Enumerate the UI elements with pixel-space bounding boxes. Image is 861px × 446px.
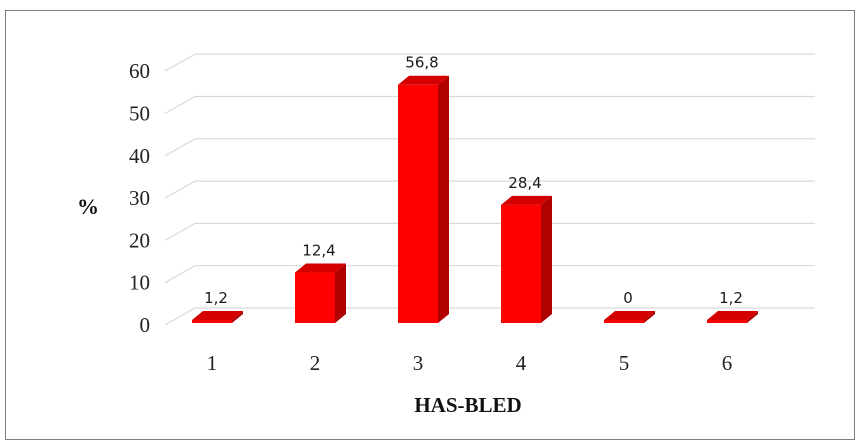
y-tick-label: 60 xyxy=(129,59,150,83)
bar-side xyxy=(232,311,243,323)
bar-top xyxy=(604,311,655,320)
bar xyxy=(192,311,243,323)
bar xyxy=(707,311,758,323)
y-axis-title: % xyxy=(77,194,99,219)
bar xyxy=(604,311,655,323)
gridline xyxy=(164,307,815,326)
x-axis-title: HAS-BLED xyxy=(414,393,521,417)
gridline xyxy=(164,222,815,241)
bar-top xyxy=(398,75,449,85)
y-tick-label: 50 xyxy=(129,102,150,126)
bar-front xyxy=(707,320,747,323)
bar-side xyxy=(438,75,449,324)
bar-front xyxy=(398,84,438,324)
x-tick-label: 1 xyxy=(207,351,218,375)
data-label: 1,2 xyxy=(204,289,228,307)
data-labels: 1,2 12,4 56,8 28,4 0 1,2 xyxy=(204,54,743,307)
x-tick-label: 3 xyxy=(413,351,424,375)
x-tick-label: 2 xyxy=(310,351,321,375)
bar-top xyxy=(295,263,346,273)
y-tick-label: 20 xyxy=(129,228,150,252)
bar-side xyxy=(335,263,346,323)
bar-side xyxy=(644,311,655,323)
data-label: 0 xyxy=(623,289,633,307)
data-label: 28,4 xyxy=(508,174,541,192)
data-label: 56,8 xyxy=(405,54,438,72)
bar-side xyxy=(747,311,758,323)
bar-front xyxy=(501,204,541,323)
bar-front xyxy=(295,272,335,323)
gridline xyxy=(164,180,815,199)
x-tick-label: 5 xyxy=(619,351,630,375)
bars xyxy=(192,75,758,324)
data-label: 1,2 xyxy=(719,289,743,307)
bar xyxy=(295,263,346,323)
bar xyxy=(398,75,449,324)
gridline xyxy=(164,53,815,72)
bar xyxy=(501,195,552,323)
bar-top xyxy=(707,311,758,320)
y-tick-label: 30 xyxy=(129,186,150,210)
bar-top xyxy=(192,311,243,320)
y-tick-label: 0 xyxy=(140,313,151,337)
data-label: 12,4 xyxy=(302,242,335,260)
bar-side xyxy=(541,195,552,323)
x-tick-label: 6 xyxy=(722,351,733,375)
x-tick-labels: 1 2 3 4 5 6 xyxy=(207,351,733,375)
y-tick-label: 10 xyxy=(129,271,150,295)
gridline xyxy=(164,138,815,157)
bar-front xyxy=(192,320,232,323)
x-tick-label: 4 xyxy=(516,351,527,375)
gridline xyxy=(164,265,815,284)
y-tick-labels: 0 10 20 30 40 50 60 xyxy=(129,59,150,337)
bar-front xyxy=(604,320,644,323)
gridline xyxy=(164,95,815,115)
bar-top xyxy=(501,195,552,205)
y-tick-label: 40 xyxy=(129,144,150,168)
gridlines xyxy=(164,53,815,326)
